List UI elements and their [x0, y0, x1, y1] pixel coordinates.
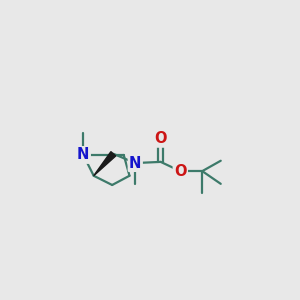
Polygon shape	[94, 152, 116, 176]
Text: N: N	[129, 155, 142, 170]
Text: N: N	[77, 148, 89, 163]
Text: O: O	[154, 131, 167, 146]
Text: O: O	[174, 164, 187, 178]
